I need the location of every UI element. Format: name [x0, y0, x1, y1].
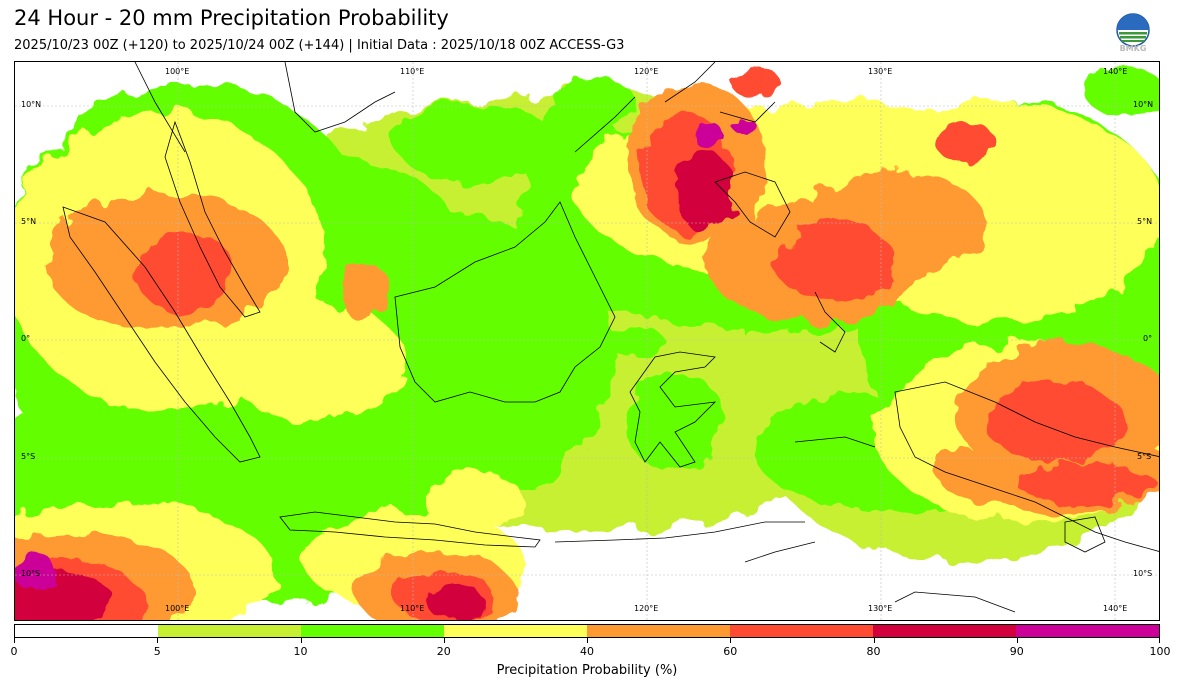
colorbar-segment	[587, 625, 730, 637]
colorbar-tick-label: 60	[723, 645, 738, 658]
lat-label: 0°	[1143, 334, 1153, 343]
lon-label: 110°E	[400, 67, 425, 76]
colorbar-tick	[300, 638, 302, 643]
colorbar-segment	[873, 625, 1016, 637]
colorbar-segment	[730, 625, 873, 637]
lat-label: 10°N	[1133, 100, 1154, 109]
colorbar-tick	[730, 638, 732, 643]
lon-label: 140°E	[1103, 67, 1128, 76]
colorbar-tick-label: 100	[1149, 645, 1171, 658]
colorbar-label: Precipitation Probability (%)	[496, 663, 678, 678]
lon-label: 130°E	[868, 67, 893, 76]
colorbar-segment	[444, 625, 587, 637]
colorbar-segment	[158, 625, 301, 637]
bmkg-logo-icon	[1116, 13, 1150, 47]
colorbar-tick	[1016, 638, 1018, 643]
precipitation-map: 100°E 110°E 120°E 130°E 140°E 100°E 110°…	[14, 61, 1160, 621]
lon-label: 130°E	[868, 604, 893, 613]
colorbar-tick	[157, 638, 159, 643]
colorbar-tick-label: 80	[866, 645, 881, 658]
lon-label: 120°E	[634, 604, 659, 613]
lat-label: 10°N	[21, 100, 42, 109]
chart-title: 24 Hour - 20 mm Precipitation Probabilit…	[14, 6, 449, 30]
scattered-cells	[555, 67, 1159, 357]
logo-text: BMKG	[1119, 44, 1147, 53]
lon-label: 120°E	[634, 67, 659, 76]
colorbar-tick-label: 5	[153, 645, 161, 658]
coastlines	[62, 62, 1159, 613]
colorbar-tick-label: 10	[293, 645, 308, 658]
colorbar-tick	[14, 638, 15, 643]
lat-label: 5°N	[21, 217, 37, 226]
lat-label: 10°S	[21, 569, 41, 578]
lon-label: 110°E	[400, 604, 425, 613]
probability-fields	[15, 82, 1159, 620]
colorbar-tick	[443, 638, 445, 643]
colorbar-segment	[15, 625, 158, 637]
colorbar-segment	[301, 625, 444, 637]
lat-label: 0°	[21, 334, 31, 343]
chart-subtitle: 2025/10/23 00Z (+120) to 2025/10/24 00Z …	[14, 38, 625, 53]
colorbar-segment	[1016, 625, 1159, 637]
map-layer	[15, 62, 1159, 620]
colorbar-tick-label: 40	[580, 645, 594, 658]
lat-label: 10°S	[1133, 569, 1153, 578]
colorbar-tick-label: 0	[10, 645, 18, 658]
colorbar-tick	[587, 638, 588, 643]
lat-label: 5°S	[21, 452, 36, 461]
colorbar-tick-label: 90	[1009, 645, 1024, 658]
lon-label: 140°E	[1103, 604, 1128, 613]
colorbar	[14, 624, 1160, 638]
colorbar-tick-label: 20	[436, 645, 451, 658]
lon-label: 100°E	[165, 604, 190, 613]
lat-label: 5°N	[1137, 217, 1153, 226]
colorbar-tick	[1159, 638, 1160, 643]
colorbar-tick	[873, 638, 875, 643]
lat-label: 5°S	[1137, 452, 1152, 461]
graticule	[15, 62, 1159, 620]
lon-label: 100°E	[165, 67, 190, 76]
